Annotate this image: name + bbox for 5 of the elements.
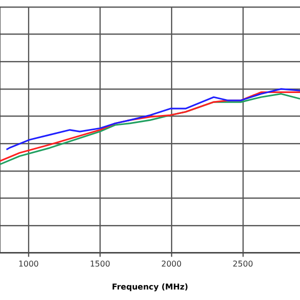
x-tick-label: 2000: [161, 260, 182, 269]
x-tick-label: 1000: [18, 260, 39, 269]
x-axis-title: Frequency (MHz): [112, 282, 188, 292]
x-tick-label: 1500: [90, 260, 110, 269]
x-tick-label: 2500: [232, 260, 254, 269]
